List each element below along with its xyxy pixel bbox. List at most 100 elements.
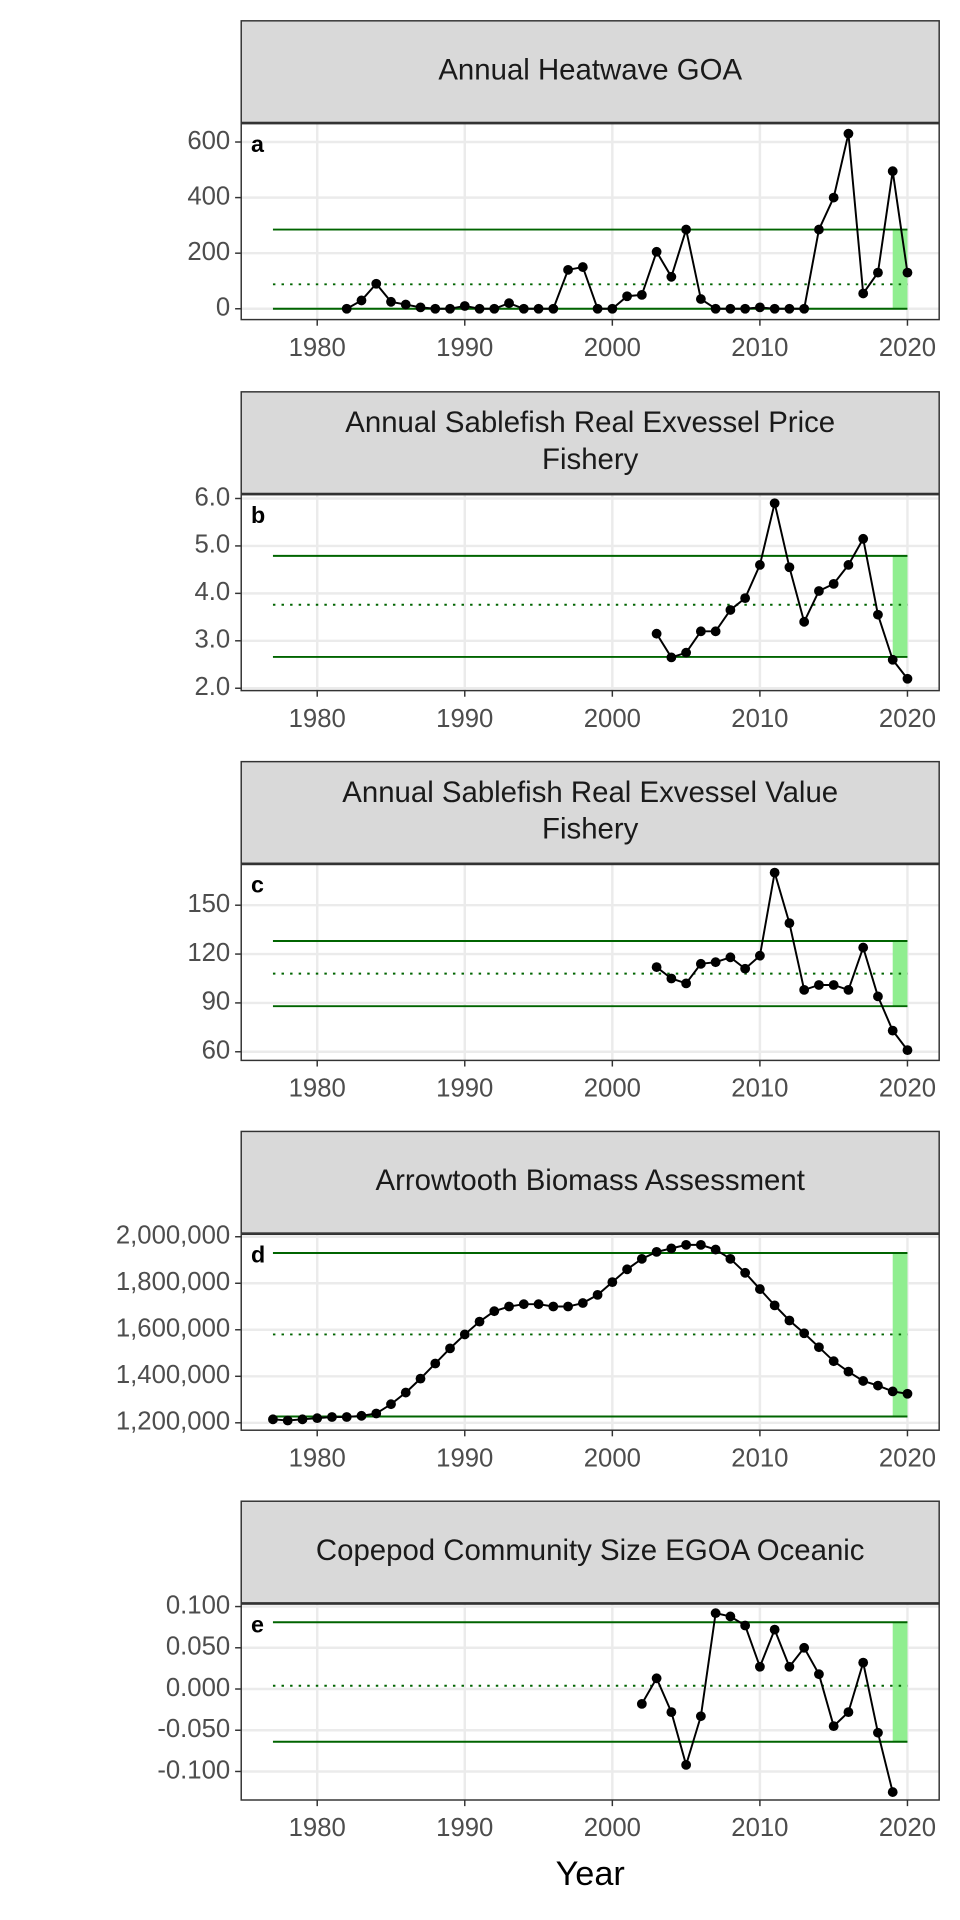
data-point [533,303,544,314]
x-tick-label: 2020 [879,705,936,733]
y-tick-label: 3.0 [194,626,230,654]
strip [240,1500,940,1604]
data-point [887,1025,898,1036]
data-point [651,962,662,972]
y-tick-label: 2.0 [194,673,230,701]
x-tick-label: 2010 [731,334,788,362]
panel-title: Copepod Community Size EGOA Oceanic [316,1534,865,1567]
panel-title: Fishery [542,443,639,476]
y-tick-label: 1,400,000 [116,1361,230,1389]
x-tick-label: 1990 [436,705,493,733]
data-point [666,652,677,663]
data-point [828,578,839,589]
data-point [695,1239,706,1250]
panel-border [240,1233,940,1431]
data-point [430,1358,441,1369]
panel-title: Annual Sablefish Real Exvessel Price [345,406,835,439]
y-tick-label: 6.0 [194,483,230,511]
data-point [828,980,839,990]
data-point [814,1342,824,1353]
plot-area [241,1604,940,1800]
data-point [887,1386,898,1397]
data-point [548,1301,559,1312]
y-tick-label: -0.050 [157,1715,230,1743]
data-point [474,1316,485,1327]
data-point [563,1301,573,1312]
data-point [755,950,765,961]
x-tick-label: 1980 [289,1814,346,1842]
y-tick-label: 150 [187,890,230,918]
data-point [327,1412,337,1422]
data-point [341,303,352,314]
data-point [666,271,677,282]
data-point [814,224,824,235]
data-point [518,1299,529,1310]
y-tick-label: 1,200,000 [116,1408,230,1436]
data-point [386,296,396,307]
y-tick-label: 2,000,000 [116,1222,230,1250]
data-point [695,294,706,304]
data-point [710,626,721,637]
panel-border [240,863,940,1062]
data-point [799,1642,810,1653]
panel-label: e [251,1611,264,1637]
data-point [636,1253,647,1264]
data-point [268,1414,278,1425]
data-point [814,586,824,596]
strip [240,20,940,124]
data-point [843,1707,854,1717]
data-point [518,303,529,314]
data-point [710,957,721,968]
data-point [873,267,883,278]
x-axis-title: Year [556,1855,625,1893]
data-point [695,626,706,637]
data-point [548,303,559,314]
data-point [681,1759,692,1770]
data-point [725,605,736,615]
data-point [769,303,780,314]
panel-border [240,1603,940,1801]
data-point [489,303,500,314]
data-point [651,1673,662,1684]
x-tick-label: 1990 [436,1814,493,1842]
data-point [710,1244,721,1255]
data-point [902,1388,913,1399]
data-point [784,918,795,929]
data-point [312,1413,323,1424]
data-point [651,628,662,639]
y-tick-label: 60 [202,1037,231,1065]
data-line [641,1611,894,1793]
x-tick-label: 1980 [289,334,346,362]
x-tick-label: 2000 [584,1075,641,1103]
y-tick-label: 5.0 [194,531,230,559]
panel-label: c [251,872,264,898]
data-point [695,958,706,969]
data-point [577,262,588,272]
x-tick-label: 2020 [879,334,936,362]
data-point [341,1412,352,1422]
data-point [769,867,780,878]
panel-border [240,122,940,321]
data-point [725,1611,736,1622]
data-point [607,1277,618,1288]
x-tick-label: 2010 [731,1444,788,1472]
x-tick-label: 1990 [436,1075,493,1103]
x-tick-label: 2010 [731,1814,788,1842]
data-point [282,1415,293,1426]
data-point [799,984,810,995]
data-point [681,647,692,658]
data-point [297,1414,308,1425]
data-point [666,1707,677,1717]
data-point [873,1727,883,1738]
data-point [371,278,382,289]
panel-label: d [251,1241,265,1267]
data-point [445,1343,455,1354]
data-point [858,533,869,544]
data-point [710,1608,721,1619]
data-point [858,1376,869,1386]
panel-label: b [251,502,265,528]
data-point [740,1620,751,1631]
data-point [622,291,632,302]
y-tick-label: 120 [187,939,230,967]
